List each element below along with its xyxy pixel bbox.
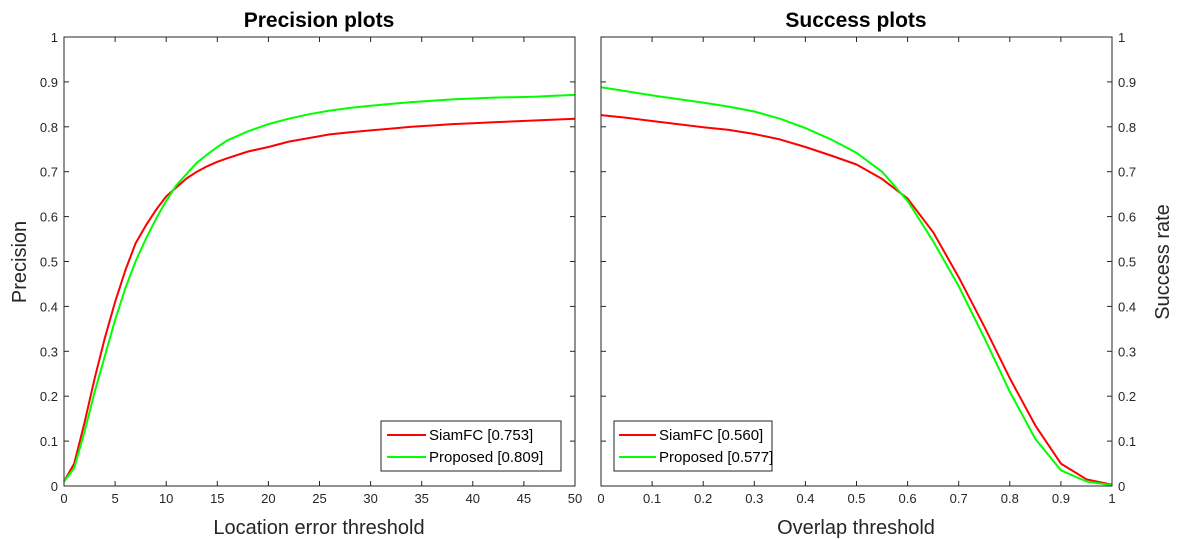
precision-y-tick-label: 0.2 — [40, 389, 58, 404]
success-legend-label-proposed: Proposed [0.577] — [659, 449, 773, 466]
success-legend-label-siamfc: SiamFC [0.560] — [659, 427, 763, 444]
precision-x-tick-label: 5 — [111, 491, 118, 506]
success-x-tick-label: 0.2 — [694, 491, 712, 506]
precision-y-tick-label: 0.8 — [40, 120, 58, 135]
success-y-tick-label: 0.6 — [1118, 210, 1136, 225]
success-y-tick-label: 0.4 — [1118, 299, 1136, 314]
success-plot-title: Success plots — [785, 9, 926, 32]
precision-x-tick-label: 20 — [261, 491, 275, 506]
success-series-lines — [600, 86, 1113, 487]
precision-x-tick-label: 25 — [312, 491, 326, 506]
success-x-tick-label: 0.8 — [1001, 491, 1019, 506]
precision-x-tick-label: 40 — [466, 491, 480, 506]
success-x-tick-label: 0.3 — [745, 491, 763, 506]
success-y-tick-label: 0 — [1118, 479, 1125, 494]
precision-x-tick-label: 50 — [568, 491, 582, 506]
precision-legend-label-proposed: Proposed [0.809] — [429, 449, 543, 466]
precision-x-tick-label: 45 — [517, 491, 531, 506]
precision-x-axis-label: Location error threshold — [213, 517, 424, 539]
precision-x-tick-label: 0 — [60, 491, 67, 506]
precision-y-axis-label: Precision — [9, 221, 31, 303]
success-y-tick-label: 0.2 — [1118, 389, 1136, 404]
precision-x-tick-label: 15 — [210, 491, 224, 506]
success-series-line-siamfc — [600, 114, 1113, 486]
precision-x-tick-label: 35 — [414, 491, 428, 506]
precision-x-tick-label: 30 — [363, 491, 377, 506]
precision-y-tick-label: 0.9 — [40, 75, 58, 90]
success-x-tick-label: 0 — [597, 491, 604, 506]
success-x-tick-label: 0.9 — [1052, 491, 1070, 506]
precision-y-tick-label: 1 — [51, 30, 58, 45]
precision-series-lines — [63, 93, 576, 483]
precision-y-tick-label: 0 — [51, 479, 58, 494]
success-y-tick-label: 0.3 — [1118, 344, 1136, 359]
precision-plot-title: Precision plots — [244, 9, 395, 32]
success-legend-box — [613, 420, 773, 472]
success-x-tick-label: 1 — [1108, 491, 1115, 506]
success-y-axis-label: Success rate — [1152, 204, 1174, 320]
success-y-tick-label: 0.8 — [1118, 120, 1136, 135]
success-x-tick-label: 0.7 — [950, 491, 968, 506]
precision-series-line-proposed — [63, 93, 576, 483]
precision-series-line-siamfc — [63, 117, 576, 482]
success-x-tick-label: 0.6 — [899, 491, 917, 506]
success-y-tick-label: 0.7 — [1118, 165, 1136, 180]
precision-legend: SiamFC [0.753] Proposed [0.809] — [380, 420, 562, 472]
precision-legend-box — [380, 420, 562, 472]
precision-y-tick-label: 0.5 — [40, 255, 58, 270]
precision-x-tick-label: 10 — [159, 491, 173, 506]
precision-y-tick-label: 0.7 — [40, 165, 58, 180]
success-plot-frame — [600, 36, 1113, 487]
success-y-tick-label: 0.1 — [1118, 434, 1136, 449]
precision-y-tick-label: 0.6 — [40, 210, 58, 225]
success-y-tick-label: 0.9 — [1118, 75, 1136, 90]
success-x-tick-label: 0.4 — [796, 491, 814, 506]
precision-plot-frame — [63, 36, 576, 487]
precision-axis-ticks: 0 5 10 15 20 25 30 35 40 45 50 0 0.1 0.2 0.3 0.4 0.5 0.6 0… — [40, 30, 582, 506]
precision-y-tick-label: 0.3 — [40, 344, 58, 359]
precision-legend-label-siamfc: SiamFC [0.753] — [429, 427, 533, 444]
success-y-tick-label: 1 — [1118, 30, 1125, 45]
success-plot-panel: Success plots Overlap threshold Success … — [597, 9, 1174, 539]
success-x-tick-label: 0.5 — [847, 491, 865, 506]
precision-plot-panel: Precision plots Location error threshold… — [9, 9, 582, 539]
success-series-line-proposed — [600, 86, 1113, 487]
success-legend: SiamFC [0.560] Proposed [0.577] — [613, 420, 773, 472]
success-x-tick-label: 0.1 — [643, 491, 661, 506]
precision-y-tick-label: 0.1 — [40, 434, 58, 449]
precision-y-tick-label: 0.4 — [40, 299, 58, 314]
success-x-axis-label: Overlap threshold — [777, 517, 935, 539]
success-y-tick-label: 0.5 — [1118, 255, 1136, 270]
